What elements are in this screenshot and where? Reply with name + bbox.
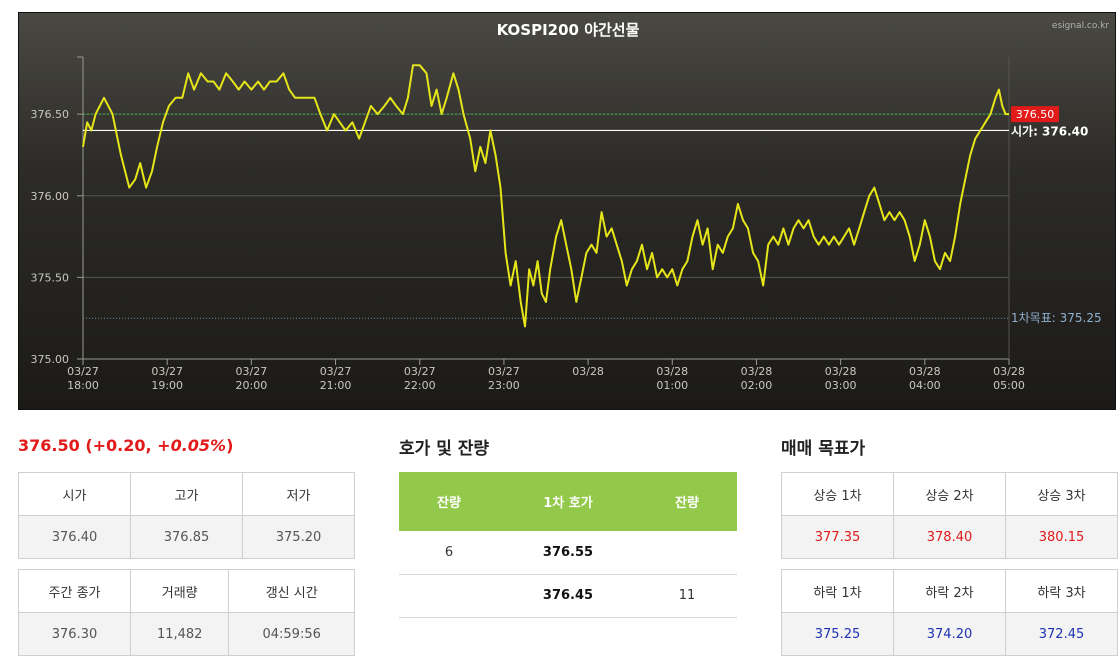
upside-target-value: 380.15 — [1005, 515, 1118, 559]
table-header: 하락 1차 — [781, 569, 894, 613]
table-header-row: 시가 고가 저가 — [18, 472, 355, 516]
chart-watermark: esignal.co.kr — [1052, 21, 1109, 31]
y-tick-label: 376.00 — [31, 190, 70, 203]
ask-quantity — [399, 574, 499, 618]
table-header: 갱신 시간 — [228, 569, 355, 613]
table-header: 저가 — [242, 472, 355, 516]
bid-quantity: 11 — [637, 574, 737, 618]
x-tick-label-date: 03/28 — [909, 365, 941, 378]
current-price-summary: 376.50 (+0.20, +0.05%) — [18, 436, 233, 455]
table-header: 상승 2차 — [893, 472, 1006, 516]
downside-target-value: 372.45 — [1005, 612, 1118, 656]
order-book-title: 호가 및 잔량 — [399, 439, 490, 459]
price-change-close: ) — [226, 436, 234, 455]
table-header: 하락 3차 — [1005, 569, 1118, 613]
downside-target-value: 374.20 — [893, 612, 1006, 656]
x-tick-label-date: 03/27 — [67, 365, 99, 378]
table-header: 잔량 — [637, 472, 737, 531]
x-tick-label-date: 03/28 — [993, 365, 1025, 378]
table-header: 시가 — [18, 472, 131, 516]
table-header-row: 하락 1차 하락 2차 하락 3차 — [781, 569, 1118, 613]
x-tick-label-date: 03/28 — [656, 365, 688, 378]
update-time-value: 04:59:56 — [228, 612, 355, 656]
high-price-value: 376.85 — [130, 515, 243, 559]
chart-title: KOSPI200 야간선물 — [497, 21, 640, 39]
low-price-value: 375.20 — [242, 515, 355, 559]
table-header: 잔량 — [399, 472, 499, 531]
order-book-table: 잔량 1차 호가 잔량 6 376.55 376.45 11 — [399, 472, 737, 618]
price-change-percent: +0.05% — [157, 436, 227, 455]
x-tick-label-date: 03/28 — [572, 365, 604, 378]
x-tick-label-date: 03/27 — [488, 365, 520, 378]
table-header-row: 주간 종가 거래량 갱신 시간 — [17, 569, 355, 613]
x-tick-label-time: 04:00 — [909, 379, 941, 392]
y-tick-label: 375.00 — [31, 353, 70, 366]
session-info-table: 주간 종가 거래량 갱신 시간 376.30 11,482 04:59:56 — [17, 569, 355, 656]
table-header: 고가 — [130, 472, 243, 516]
x-tick-label-date: 03/27 — [320, 365, 352, 378]
day-close-value: 376.30 — [17, 612, 132, 656]
current-price: 376.50 — [18, 436, 80, 455]
table-header: 하락 2차 — [893, 569, 1006, 613]
bid-price: 376.45 — [499, 574, 637, 618]
x-tick-label-time: 20:00 — [236, 379, 268, 392]
x-tick-label-time: 02:00 — [741, 379, 773, 392]
x-tick-label-time: 01:00 — [656, 379, 688, 392]
table-row: 375.25 374.20 372.45 — [781, 612, 1118, 656]
current-price-badge — [1011, 106, 1059, 123]
target-price-label: 1차목표: 375.25 — [1011, 311, 1102, 325]
x-tick-label-time: 03:00 — [825, 379, 857, 392]
x-tick-label-date: 03/27 — [236, 365, 268, 378]
x-tick-label-time: 22:00 — [404, 379, 436, 392]
price-change: (+0.20, — [85, 436, 158, 455]
table-row: 376.40 376.85 375.20 — [18, 515, 355, 559]
price-chart[interactable]: KOSPI200 야간선물 esignal.co.kr 375.00 375.50 37… — [18, 12, 1116, 410]
y-tick-label: 376.50 — [31, 108, 70, 121]
open-price-value: 376.40 — [18, 515, 131, 559]
table-header-row: 잔량 1차 호가 잔량 — [399, 472, 737, 531]
x-tick-label-time: 05:00 — [993, 379, 1025, 392]
current-price-label: 376.50 — [1016, 108, 1055, 121]
downside-target-value: 375.25 — [781, 612, 894, 656]
table-header: 거래량 — [130, 569, 230, 613]
open-price-label: 시가: 376.40 — [1011, 123, 1088, 138]
price-series-line — [82, 64, 1009, 328]
ask-price: 376.55 — [499, 531, 637, 575]
table-row: 6 376.55 — [399, 531, 737, 575]
table-row: 376.45 11 — [399, 574, 737, 618]
x-tick-label-date: 03/28 — [741, 365, 773, 378]
ohlc-table: 시가 고가 저가 376.40 376.85 375.20 — [18, 472, 355, 559]
table-header: 1차 호가 — [499, 472, 637, 531]
x-tick-label-time: 21:00 — [320, 379, 352, 392]
ask-quantity: 6 — [399, 531, 499, 575]
table-header-row: 상승 1차 상승 2차 상승 3차 — [781, 472, 1118, 516]
upside-targets-table: 상승 1차 상승 2차 상승 3차 377.35 378.40 380.15 — [781, 472, 1118, 559]
x-tick-label-date: 03/28 — [825, 365, 857, 378]
table-header: 상승 3차 — [1005, 472, 1118, 516]
x-tick-label-time: 23:00 — [488, 379, 520, 392]
chart-canvas: KOSPI200 야간선물 esignal.co.kr 375.00 375.50 37… — [31, 21, 1110, 392]
x-tick-label-date: 03/27 — [404, 365, 436, 378]
table-header: 상승 1차 — [781, 472, 894, 516]
x-tick-label-date: 03/27 — [151, 365, 183, 378]
volume-value: 11,482 — [130, 612, 230, 656]
x-tick-label-time: 19:00 — [151, 379, 183, 392]
bid-quantity — [637, 531, 737, 575]
table-header: 주간 종가 — [17, 569, 132, 613]
upside-target-value: 377.35 — [781, 515, 894, 559]
downside-targets-table: 하락 1차 하락 2차 하락 3차 375.25 374.20 372.45 — [781, 569, 1118, 656]
table-row: 376.30 11,482 04:59:56 — [17, 612, 355, 656]
upside-target-value: 378.40 — [893, 515, 1006, 559]
x-tick-label-time: 18:00 — [67, 379, 99, 392]
y-tick-label: 375.50 — [31, 271, 70, 284]
targets-title: 매매 목표가 — [781, 439, 866, 459]
table-row: 377.35 378.40 380.15 — [781, 515, 1118, 559]
